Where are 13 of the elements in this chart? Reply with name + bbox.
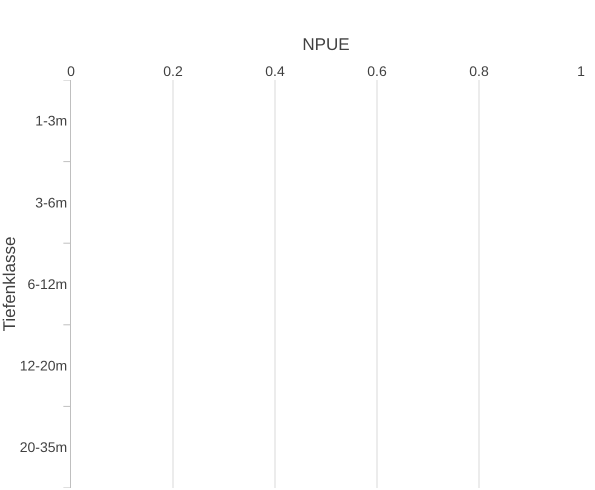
y-tick-label: 1-3m xyxy=(35,112,68,129)
x-tick-label: 0.2 xyxy=(163,63,183,80)
x-tick-label: 1 xyxy=(577,63,586,80)
x-tick-label: 0 xyxy=(67,63,76,80)
y-tick-label: 6-12m xyxy=(28,276,68,292)
y-axis-title: Tiefenklasse xyxy=(0,236,19,332)
x-axis-title: NPUE xyxy=(302,34,350,54)
x-tick-label: 0.8 xyxy=(469,63,489,80)
y-tick-label: 3-6m xyxy=(35,194,68,210)
y-tick-label: 20-35m xyxy=(20,439,68,456)
y-tick-label: 12-20m xyxy=(20,358,68,374)
x-tick-label: 0.4 xyxy=(265,63,285,80)
x-tick-label: 0.6 xyxy=(367,63,387,80)
